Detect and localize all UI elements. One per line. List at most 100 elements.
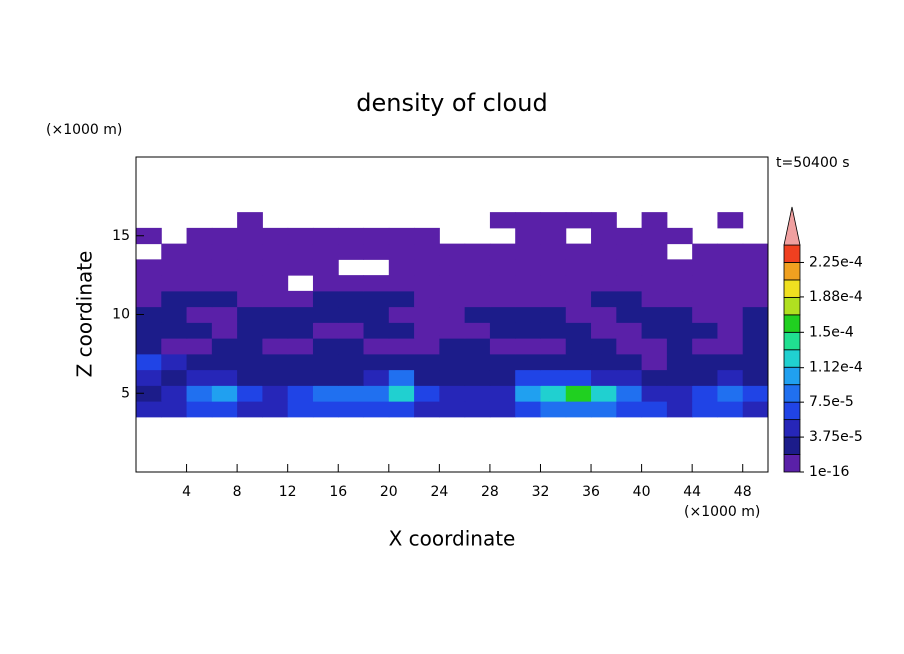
contour-cell [414,227,440,245]
contour-cell [136,306,162,323]
contour-cell [540,338,567,355]
contour-cell [439,385,466,402]
x-tick-label: 24 [430,484,448,500]
contour-cell [136,353,162,371]
contour-cell [237,401,263,418]
contour-cell [237,212,263,229]
contour-cell [363,338,390,355]
contour-cell [692,275,718,292]
contour-cell [161,401,188,418]
contour-cell [237,243,263,260]
contour-cell [742,353,769,371]
contour-cell [717,338,744,355]
contour-cell [515,290,541,308]
contour-cell [262,322,289,339]
contour-cell [591,243,617,260]
contour-cell [591,338,617,355]
contour-cell [641,227,668,245]
contour-cell [717,243,744,260]
contour-cell [186,338,213,355]
contour-cell [287,306,314,323]
contour-cell [161,290,188,308]
contour-cell [186,275,213,292]
contour-cell [186,306,213,323]
contour-cell [439,290,466,308]
contour-cell [312,306,339,323]
contour-cell [515,338,541,355]
contour-cell [464,275,491,292]
chart-title: density of cloud [356,89,547,117]
colorbar-tick-label: 2.25e-4 [809,254,863,270]
contour-cell [388,353,415,371]
contour-cell [136,227,162,245]
contour-cell [692,243,718,260]
contour-cell [287,227,314,245]
contour-cell [742,259,769,276]
contour-cell [666,290,693,308]
y-unit: (×1000 m) [46,122,122,138]
x-tick-label: 12 [279,484,297,500]
contour-cell [515,322,541,339]
contour-cell [262,243,289,260]
contour-cell [692,353,718,371]
x-tick-label: 16 [329,484,347,500]
contour-cell [287,338,314,355]
contour-cell [211,290,238,308]
contour-cell [540,353,567,371]
contour-cell [717,401,744,418]
contour-cell [211,243,238,260]
contour-cell [641,275,668,292]
contour-cell [692,322,718,339]
contour-cell [287,385,314,402]
contour-cell [666,275,693,292]
contour-cell [136,338,162,355]
contour-cell [616,353,643,371]
contour-cell [186,401,213,418]
contour-cell [186,259,213,276]
contour-cell [388,243,415,260]
contour-cell [211,227,238,245]
contour-cell [161,243,188,260]
y-tick-label: 10 [112,307,130,323]
contour-cell [717,306,744,323]
contour-cell [666,227,693,245]
contour-cell [287,401,314,418]
contour-cell [565,212,592,229]
contour-cell [717,353,744,371]
contour-cell [262,353,289,371]
contour-cell [161,338,188,355]
contour-cell [237,290,263,308]
contour-cell [489,290,516,308]
colorbar-extend [783,206,801,246]
contour-cell [363,290,390,308]
contour-cell [540,227,567,245]
contour-cell [439,243,466,260]
colorbar-tick-label: 7.5e-5 [809,394,854,410]
colorbar-segment [783,244,801,263]
contour-cell [439,369,466,386]
contour-cell [591,385,617,402]
contour-cell [338,306,365,323]
contour-cell [489,259,516,276]
contour-cell [591,369,617,386]
contour-cell [136,369,162,386]
x-axis-label: X coordinate [389,527,516,551]
contour-cell [692,259,718,276]
x-tick-label: 4 [182,484,191,500]
contour-cell [262,401,289,418]
contour-cell [565,306,592,323]
contour-cell [363,227,390,245]
contour-cell [211,259,238,276]
contour-cell [161,385,188,402]
contour-cell [338,275,365,292]
contour-cell [414,369,440,386]
contour-cell [616,385,643,402]
contour-cell [363,322,390,339]
contour-cell [540,369,567,386]
contour-cell [211,369,238,386]
contour-cell [388,385,415,402]
contour-cell [717,212,744,229]
contour-cell [414,385,440,402]
contour-cell [666,259,693,276]
x-tick-label: 20 [380,484,398,500]
